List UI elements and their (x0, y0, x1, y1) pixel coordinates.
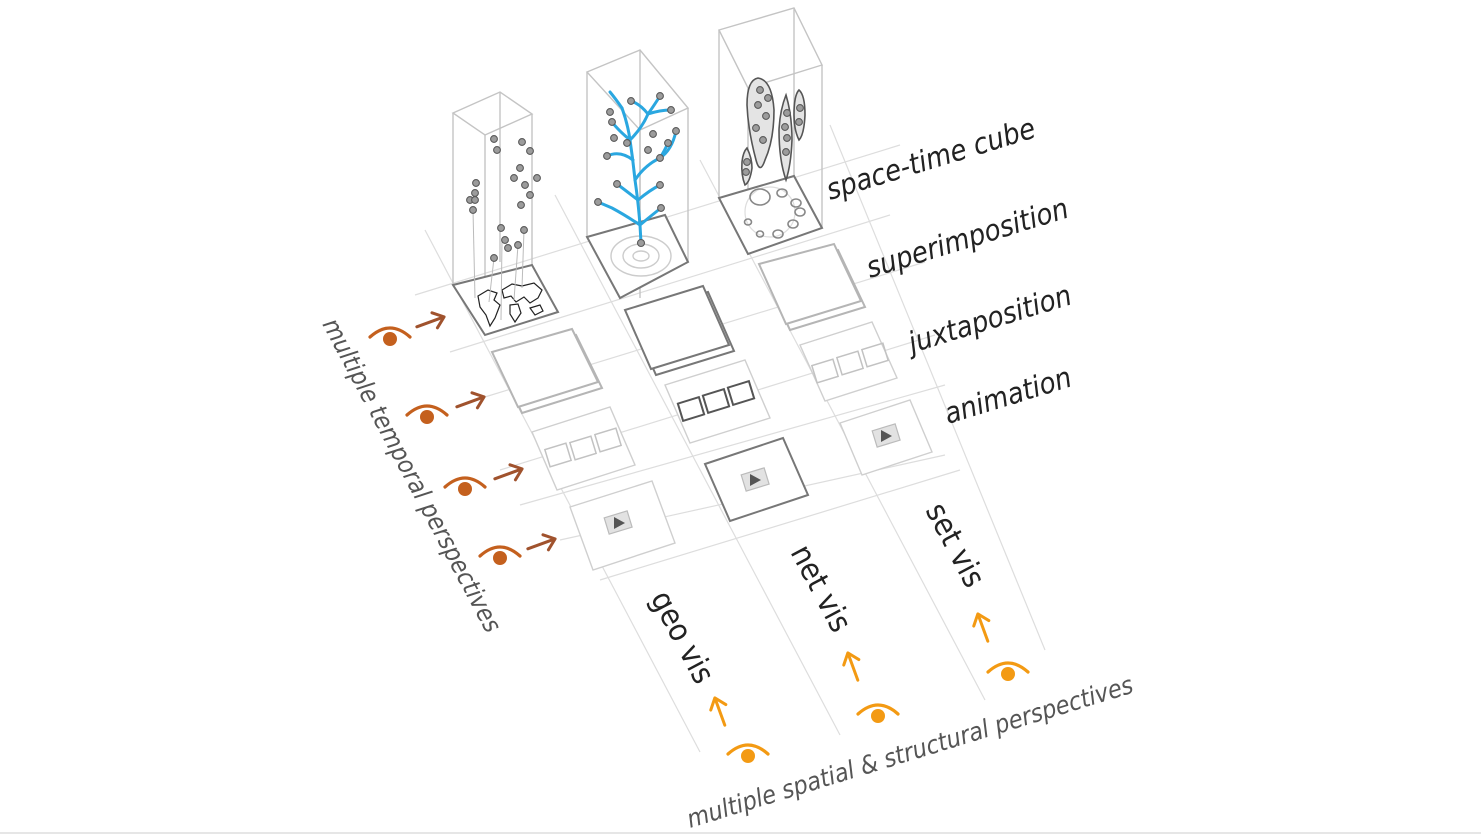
arrow-icon (705, 693, 734, 730)
eye-icon (405, 404, 449, 426)
play-icon (614, 517, 625, 529)
superimposition-row (490, 242, 867, 415)
eye-icon (368, 326, 412, 348)
eye-icon (478, 545, 522, 567)
column-label-geo: geo vis (643, 585, 722, 690)
eye-icon (856, 703, 900, 725)
set-shapes (741, 77, 806, 187)
geo-stems (472, 209, 525, 321)
arrow-icon (452, 387, 489, 416)
set-ring (743, 186, 806, 239)
set-points (742, 86, 804, 176)
world-map-icon (477, 282, 544, 328)
arrow-icon (838, 648, 867, 685)
column-label-set: set vis (918, 497, 992, 594)
geo-points (466, 135, 541, 262)
column-label-net: net vis (783, 539, 859, 638)
cube-geo (451, 91, 560, 337)
eye-icon (443, 476, 487, 498)
net-points (594, 92, 680, 248)
eye-icon (726, 743, 770, 765)
cube-net (585, 49, 690, 300)
arrow-icon (490, 459, 527, 488)
arrow-icon (412, 307, 449, 336)
animation-row (569, 399, 933, 571)
arrow-icon (523, 529, 560, 558)
axis-label-temporal: multiple temporal perspectives (317, 313, 508, 637)
play-icon (750, 474, 761, 486)
juxtaposition-row (531, 321, 898, 491)
eye-icon (986, 661, 1030, 683)
play-icon (881, 430, 892, 442)
row-label-superimposition: superimposition (862, 191, 1072, 285)
row-label-juxtaposition: juxtaposition (901, 278, 1075, 361)
arrow-icon (968, 609, 997, 646)
row-label-animation: animation (940, 360, 1075, 431)
cube-set (717, 7, 824, 256)
